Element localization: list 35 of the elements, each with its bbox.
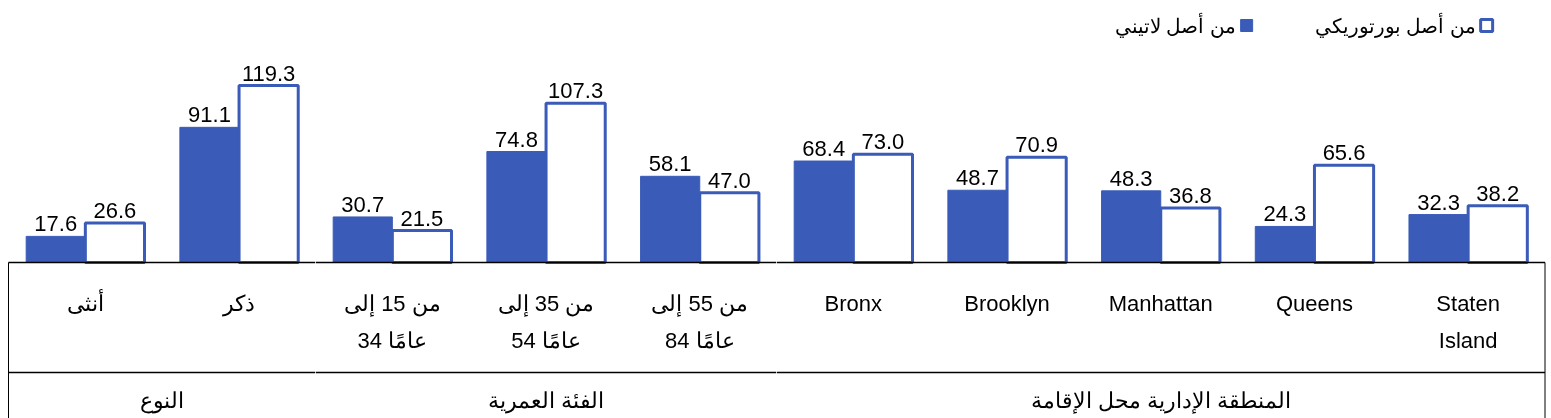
data-label: 38.2 — [1476, 180, 1520, 206]
data-label: 73.0 — [861, 129, 905, 155]
data-label: 74.8 — [495, 126, 538, 152]
data-label: 91.1 — [188, 102, 231, 128]
data-label: 21.5 — [400, 205, 444, 231]
x-tick-label: Staten Island — [1436, 290, 1500, 353]
x-tick-label: أنثى — [66, 287, 104, 316]
data-label: 68.4 — [802, 136, 846, 162]
data-label: 30.7 — [341, 191, 385, 217]
data-label: 58.1 — [648, 151, 692, 177]
data-label: 119.3 — [241, 60, 296, 86]
x-tick-label: Bronx — [824, 290, 883, 316]
x-tick-label: من 55 إلى 84 عامًا — [651, 290, 749, 353]
x-axis-title: الفئة العمرية — [487, 387, 605, 414]
x-axis-title: المنطقة الإدارية محل الإقامة — [1030, 387, 1291, 414]
data-label: 17.6 — [34, 211, 78, 237]
x-tick-label: Manhattan — [1108, 290, 1213, 316]
data-label: 32.3 — [1417, 189, 1460, 215]
data-label: 48.3 — [1109, 165, 1153, 191]
data-label: 47.0 — [707, 167, 751, 193]
data-label: 65.6 — [1322, 140, 1366, 166]
x-tick-label: Brooklyn — [964, 290, 1050, 316]
data-label: 107.3 — [548, 78, 604, 104]
data-label: 70.9 — [1015, 132, 1059, 158]
x-tick-label: من 15 إلى 34 عامًا — [344, 290, 441, 353]
legend-label: من أصل بورتوريكي — [1314, 11, 1476, 38]
data-label: 36.8 — [1168, 182, 1212, 208]
x-tick-label: ذكر — [222, 290, 256, 317]
x-tick-label: من 35 إلى 54 عامًا — [497, 290, 595, 353]
x-axis-title: النوع — [140, 387, 185, 414]
data-label: 26.6 — [93, 198, 137, 224]
data-label: 48.7 — [956, 165, 999, 191]
legend-label: من أصل لاتيني — [1114, 11, 1236, 38]
data-label: 24.3 — [1263, 201, 1307, 227]
x-tick-label: Queens — [1275, 290, 1353, 316]
